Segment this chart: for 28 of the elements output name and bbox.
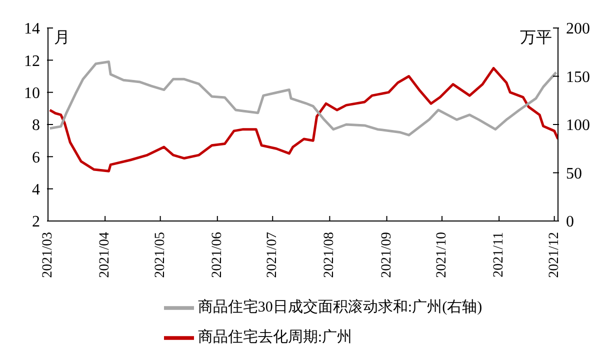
y2-axis-title: 万平 (520, 29, 552, 46)
y-axis-title: 月 (54, 29, 70, 46)
x-tick-label: 2021/12 (546, 232, 562, 278)
x-tick-label: 2021/08 (322, 232, 338, 278)
y2-tick-label: 0 (566, 214, 574, 231)
y-tick-label: 6 (32, 149, 40, 166)
line-series (48, 66, 558, 172)
y-tick-label: 2 (32, 214, 40, 231)
y2-tick-label: 100 (566, 117, 590, 134)
x-tick-label: 2021/09 (379, 232, 394, 278)
y-tick-label: 14 (24, 20, 40, 38)
x-tick-label: 2021/10 (434, 232, 450, 278)
x-tick-label: 2021/11 (492, 232, 507, 278)
legend-label: 商品住宅去化周期:广州 (198, 329, 352, 346)
x-tick-label: 2021/03 (40, 232, 56, 278)
y2-tick-label: 50 (566, 165, 582, 182)
y2-tick-label: 150 (566, 68, 590, 86)
line-series (48, 60, 558, 136)
legend-label: 商品住宅30日成交面积滚动求和:广州(右轴) (198, 299, 482, 316)
x-tick-label: 2021/07 (265, 232, 280, 278)
x-tick-label: 2021/05 (152, 232, 168, 278)
y-tick-label: 8 (32, 117, 40, 134)
y-tick-label: 4 (32, 182, 40, 199)
y2-tick-label: 200 (566, 20, 590, 38)
x-tick-label: 2021/04 (98, 232, 113, 278)
y-tick-label: 12 (24, 52, 40, 70)
x-tick-label: 2021/06 (210, 232, 225, 278)
y-tick-label: 10 (24, 85, 40, 102)
